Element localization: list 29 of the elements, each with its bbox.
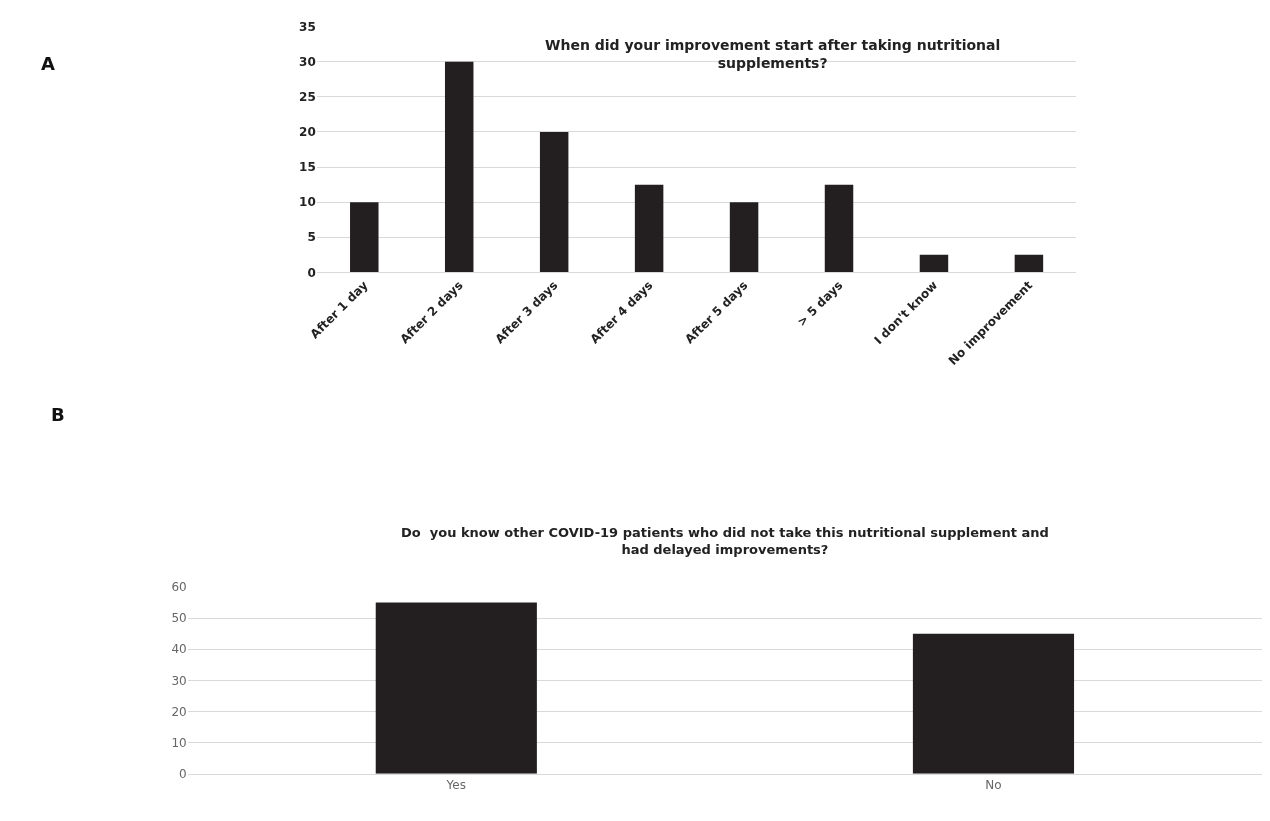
y-tick-label: 20 (171, 704, 187, 719)
x-tick-label: No (985, 778, 1002, 793)
bar (729, 202, 759, 273)
y-tick-label: 50 (171, 611, 187, 626)
y-tick-label: 40 (171, 642, 187, 657)
x-tick-label: Yes (445, 778, 466, 793)
text: B (51, 404, 65, 425)
y-tick-label: 10 (171, 735, 187, 750)
y-tick-label: 10 (299, 195, 316, 210)
bar (350, 202, 379, 273)
y-tick-label: 20 (299, 125, 316, 140)
y-tick-label: 60 (171, 580, 187, 595)
bar (919, 254, 949, 273)
y-tick-label: 15 (299, 160, 316, 175)
bar (824, 184, 854, 273)
y-tick-label: 35 (299, 19, 316, 34)
y-tick-label: 0 (179, 766, 187, 781)
text: When did your improvement start after taking nutritional supplements? (545, 37, 1001, 72)
bar (539, 131, 569, 273)
y-tick-label: 5 (307, 230, 316, 245)
text: A (41, 53, 55, 74)
y-tick-label: 30 (299, 54, 316, 69)
y-tick-label: 30 (171, 673, 187, 688)
bar (1014, 254, 1044, 273)
bar (444, 61, 474, 273)
chart-title: Do you know other COVID-19 patients who did not take this nutritional supplement and had delayed improvements? (401, 525, 1049, 557)
bar (634, 184, 664, 273)
y-tick-label: 25 (299, 90, 316, 105)
y-tick-label: 0 (307, 265, 316, 280)
